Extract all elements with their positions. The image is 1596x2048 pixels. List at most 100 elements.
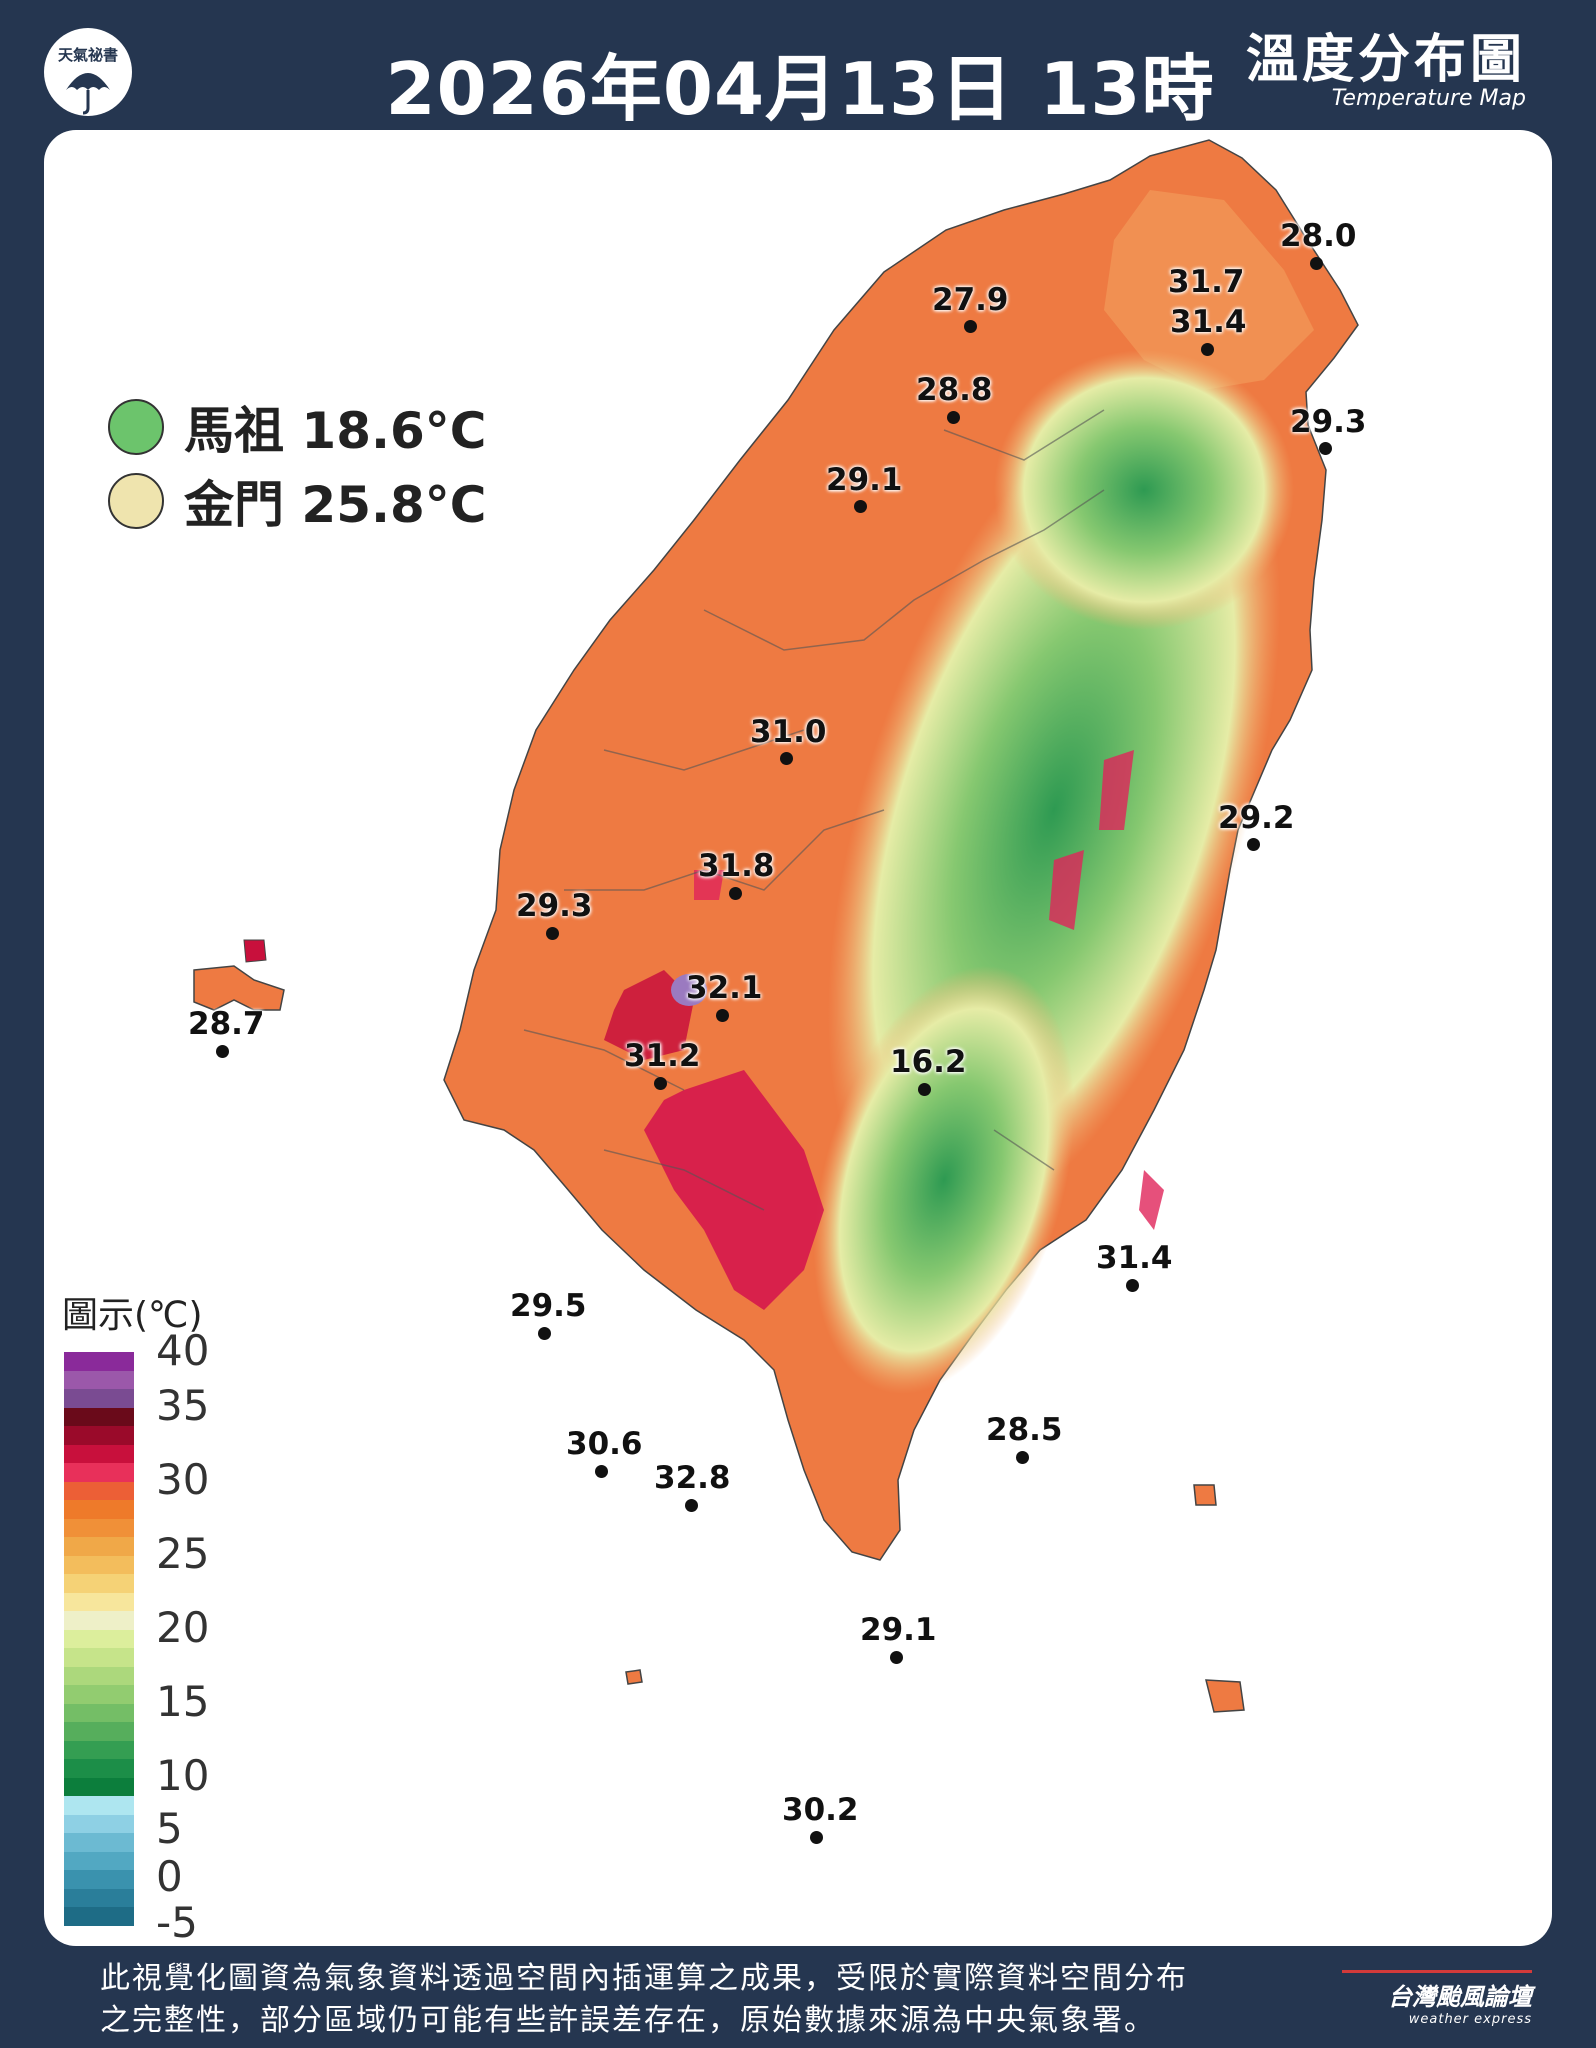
station-label: 31.7 bbox=[1168, 264, 1245, 300]
legend-tick-40: 40 bbox=[156, 1326, 210, 1375]
footer-brand-name: 台灣颱風論壇 bbox=[1388, 1983, 1532, 2011]
color-scale-swatch bbox=[64, 1481, 134, 1501]
station-dot bbox=[810, 1831, 823, 1844]
matsu-swatch bbox=[108, 399, 164, 455]
color-scale-swatch bbox=[64, 1389, 134, 1408]
color-scale-bar bbox=[64, 1352, 134, 1926]
hot-zone-east-1 bbox=[1099, 750, 1134, 830]
station-dot bbox=[1319, 442, 1332, 455]
logo-text: 天氣祕書 bbox=[57, 46, 118, 64]
station-label: 31.2 bbox=[624, 1038, 701, 1074]
legend-tick-minus5: -5 bbox=[156, 1898, 198, 1946]
station-dot bbox=[595, 1465, 608, 1478]
penghu-north bbox=[243, 939, 267, 963]
color-scale-swatch bbox=[64, 1611, 134, 1630]
map-title-en: Temperature Map bbox=[1331, 86, 1526, 111]
central-mountains-south bbox=[813, 965, 1075, 1395]
station-label: 29.2 bbox=[1218, 800, 1295, 836]
station-dot bbox=[1201, 343, 1214, 356]
station-dot bbox=[918, 1083, 931, 1096]
color-scale-swatch bbox=[64, 1759, 134, 1778]
island-row-kinmen: 金門 25.8°C bbox=[108, 464, 486, 538]
footer-note-line1: 此視覺化圖資為氣象資料透過空間內插運算之成果，受限於實際資料空間分布 bbox=[100, 1961, 1188, 1996]
kinmen-temperature: 金門 25.8°C bbox=[184, 476, 487, 534]
station-label: 30.2 bbox=[782, 1792, 859, 1828]
hot-zone-taitung bbox=[1139, 1170, 1164, 1230]
color-scale-swatch bbox=[64, 1500, 134, 1519]
logo: 天氣祕書 bbox=[44, 28, 132, 116]
color-scale-swatch bbox=[64, 1537, 134, 1556]
color-scale-swatch bbox=[64, 1777, 134, 1797]
color-scale-swatch bbox=[64, 1833, 134, 1852]
legend-tick-15: 15 bbox=[156, 1677, 210, 1726]
color-scale-swatch bbox=[64, 1574, 134, 1593]
color-scale-swatch bbox=[64, 1740, 134, 1760]
color-scale-swatch bbox=[64, 1592, 134, 1612]
hot-zone-east-2 bbox=[1049, 850, 1084, 930]
color-scale-swatch bbox=[64, 1463, 134, 1482]
station-label: 29.3 bbox=[516, 888, 593, 924]
station-label: 28.8 bbox=[916, 372, 993, 408]
station-label: 32.1 bbox=[686, 970, 763, 1006]
legend-tick-10: 10 bbox=[156, 1751, 210, 1800]
station-dot bbox=[716, 1009, 729, 1022]
penghu-islands bbox=[193, 965, 285, 1011]
station-dot bbox=[216, 1045, 229, 1058]
orchid-island bbox=[1205, 1679, 1245, 1713]
footer-note: 此視覺化圖資為氣象資料透過空間內插運算之成果，受限於實際資料空間分布 之完整性，… bbox=[100, 1958, 1300, 2042]
station-dot bbox=[947, 411, 960, 424]
station-dot bbox=[546, 927, 559, 940]
station-label: 28.0 bbox=[1280, 218, 1357, 254]
station-dot bbox=[890, 1651, 903, 1664]
footer-note-line2: 之完整性，部分區域仍可能有些許誤差存在，原始數據來源為中央氣象署。 bbox=[100, 2003, 1156, 2038]
hot-zone-changhua bbox=[694, 870, 724, 900]
station-dot bbox=[1310, 257, 1323, 270]
station-label: 29.3 bbox=[1290, 404, 1367, 440]
green-island bbox=[1193, 1484, 1217, 1506]
color-scale-swatch bbox=[64, 1518, 134, 1538]
county-borders bbox=[523, 409, 1105, 1211]
legend-tick-30: 30 bbox=[156, 1455, 210, 1504]
color-scale-swatch bbox=[64, 1407, 134, 1427]
color-scale-swatch bbox=[64, 1888, 134, 1908]
liuqiu-island bbox=[625, 1669, 643, 1685]
legend-tick-35: 35 bbox=[156, 1381, 210, 1430]
island-row-matsu: 馬祖 18.6°C bbox=[108, 390, 486, 464]
color-scale-swatch bbox=[64, 1851, 134, 1871]
station-dot bbox=[1016, 1451, 1029, 1464]
color-scale-swatch bbox=[64, 1629, 134, 1649]
color-scale-swatch bbox=[64, 1648, 134, 1667]
color-scale-swatch bbox=[64, 1870, 134, 1889]
station-dot bbox=[1126, 1279, 1139, 1292]
station-label: 31.8 bbox=[698, 848, 775, 884]
color-scale-swatch bbox=[64, 1555, 134, 1575]
kinmen-swatch bbox=[108, 473, 164, 529]
color-scale-swatch bbox=[64, 1666, 134, 1686]
station-dot bbox=[538, 1327, 551, 1340]
station-label: 29.1 bbox=[860, 1612, 937, 1648]
station-label: 32.8 bbox=[654, 1460, 731, 1496]
legend-tick-20: 20 bbox=[156, 1603, 210, 1652]
station-dot bbox=[964, 320, 977, 333]
station-dot bbox=[685, 1499, 698, 1512]
umbrella-icon bbox=[66, 73, 110, 115]
outlying-islands-legend: 馬祖 18.6°C 金門 25.8°C bbox=[108, 390, 486, 538]
northern-orange-zone bbox=[1104, 190, 1314, 390]
color-scale-swatch bbox=[64, 1370, 134, 1390]
station-label: 30.6 bbox=[566, 1426, 643, 1462]
temperature-map bbox=[193, 139, 1359, 1713]
legend-tick-25: 25 bbox=[156, 1529, 210, 1578]
legend-tick-0: 0 bbox=[156, 1852, 183, 1901]
station-label: 31.0 bbox=[750, 714, 827, 750]
map-title: 溫度分布圖 Temperature Map bbox=[1246, 32, 1526, 111]
station-label: 28.7 bbox=[188, 1006, 265, 1042]
station-dot bbox=[729, 887, 742, 900]
color-scale-swatch bbox=[64, 1352, 134, 1371]
color-scale-swatch bbox=[64, 1907, 134, 1926]
hot-zone-pingtung bbox=[644, 1070, 824, 1310]
station-dot bbox=[780, 752, 793, 765]
station-label: 31.4 bbox=[1096, 1240, 1173, 1276]
footer-brand-line bbox=[1342, 1970, 1532, 1973]
station-label: 16.2 bbox=[890, 1044, 967, 1080]
station-label: 28.5 bbox=[986, 1412, 1063, 1448]
